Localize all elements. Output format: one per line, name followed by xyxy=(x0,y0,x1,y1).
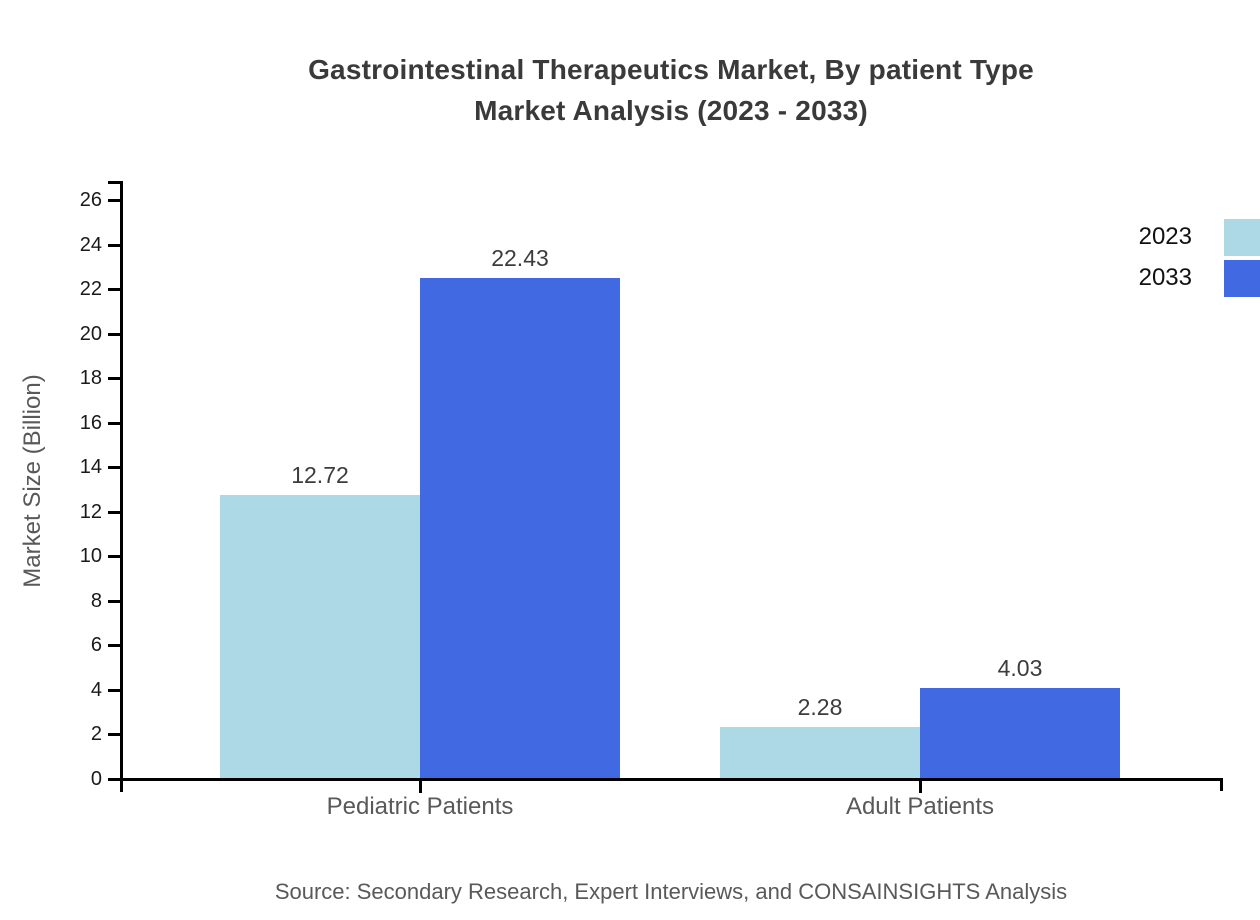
legend-swatch xyxy=(1224,218,1260,256)
y-tick-label: 16 xyxy=(79,412,102,434)
y-tick-mark xyxy=(108,733,120,736)
chart-title-line2: Market Analysis (2023 - 2033) xyxy=(474,95,868,126)
bar-2033-adult-patients xyxy=(920,688,1120,778)
y-tick-mark xyxy=(108,333,120,336)
y-tick-label: 24 xyxy=(79,234,102,256)
legend-label: 2023 xyxy=(1138,223,1192,250)
x-axis-end-tick xyxy=(1220,778,1223,791)
x-category-label: Adult Patients xyxy=(845,793,995,820)
bar-2023-adult-patients xyxy=(720,727,920,778)
chart-title-line1: Gastrointestinal Therapeutics Market, By… xyxy=(308,54,1034,85)
y-tick-label: 20 xyxy=(79,323,102,345)
y-tick-mark xyxy=(108,466,120,469)
legend-label: 2033 xyxy=(1138,264,1192,291)
legend-swatch xyxy=(1224,259,1260,297)
x-tick-mark xyxy=(419,781,422,793)
y-tick-label: 18 xyxy=(79,367,102,389)
y-tick-mark xyxy=(108,555,120,558)
y-tick-mark xyxy=(108,511,120,514)
y-tick-label: 26 xyxy=(79,189,102,211)
y-tick-mark xyxy=(108,377,120,380)
bar-value-label: 2.28 xyxy=(797,694,843,720)
y-tick-mark xyxy=(108,422,120,425)
chart-title: Gastrointestinal Therapeutics Market, By… xyxy=(120,49,1222,131)
x-tick-mark xyxy=(919,781,922,793)
y-tick-mark xyxy=(108,644,120,647)
bar-value-label: 12.72 xyxy=(291,462,349,488)
y-tick-label: 8 xyxy=(90,590,102,612)
y-tick-mark xyxy=(108,600,120,603)
y-tick-label: 6 xyxy=(90,634,102,656)
y-tick-mark xyxy=(108,778,120,781)
bar-value-label: 22.43 xyxy=(491,245,549,271)
source-note: Source: Secondary Research, Expert Inter… xyxy=(274,879,1068,904)
y-tick-label: 14 xyxy=(79,456,102,478)
y-tick-mark xyxy=(108,199,120,202)
y-tick-label: 0 xyxy=(90,768,102,790)
y-tick-label: 22 xyxy=(79,278,102,300)
y-axis-end-tick xyxy=(108,181,120,184)
x-axis-line xyxy=(120,778,1223,781)
y-tick-label: 10 xyxy=(79,545,102,567)
y-tick-mark xyxy=(108,244,120,247)
bar-2023-pediatric-patients xyxy=(220,495,420,778)
x-category-label: Pediatric Patients xyxy=(326,793,514,820)
y-axis-line xyxy=(120,181,123,792)
y-tick-label: 4 xyxy=(90,679,102,701)
bar-2033-pediatric-patients xyxy=(420,278,620,778)
y-tick-label: 2 xyxy=(90,723,102,745)
y-tick-mark xyxy=(108,288,120,291)
legend-item-2033: 2033 xyxy=(1120,259,1260,297)
y-tick-mark xyxy=(108,689,120,692)
y-tick-label: 12 xyxy=(79,501,102,523)
bar-value-label: 4.03 xyxy=(997,655,1043,681)
legend-item-2023: 2023 xyxy=(1120,218,1260,256)
